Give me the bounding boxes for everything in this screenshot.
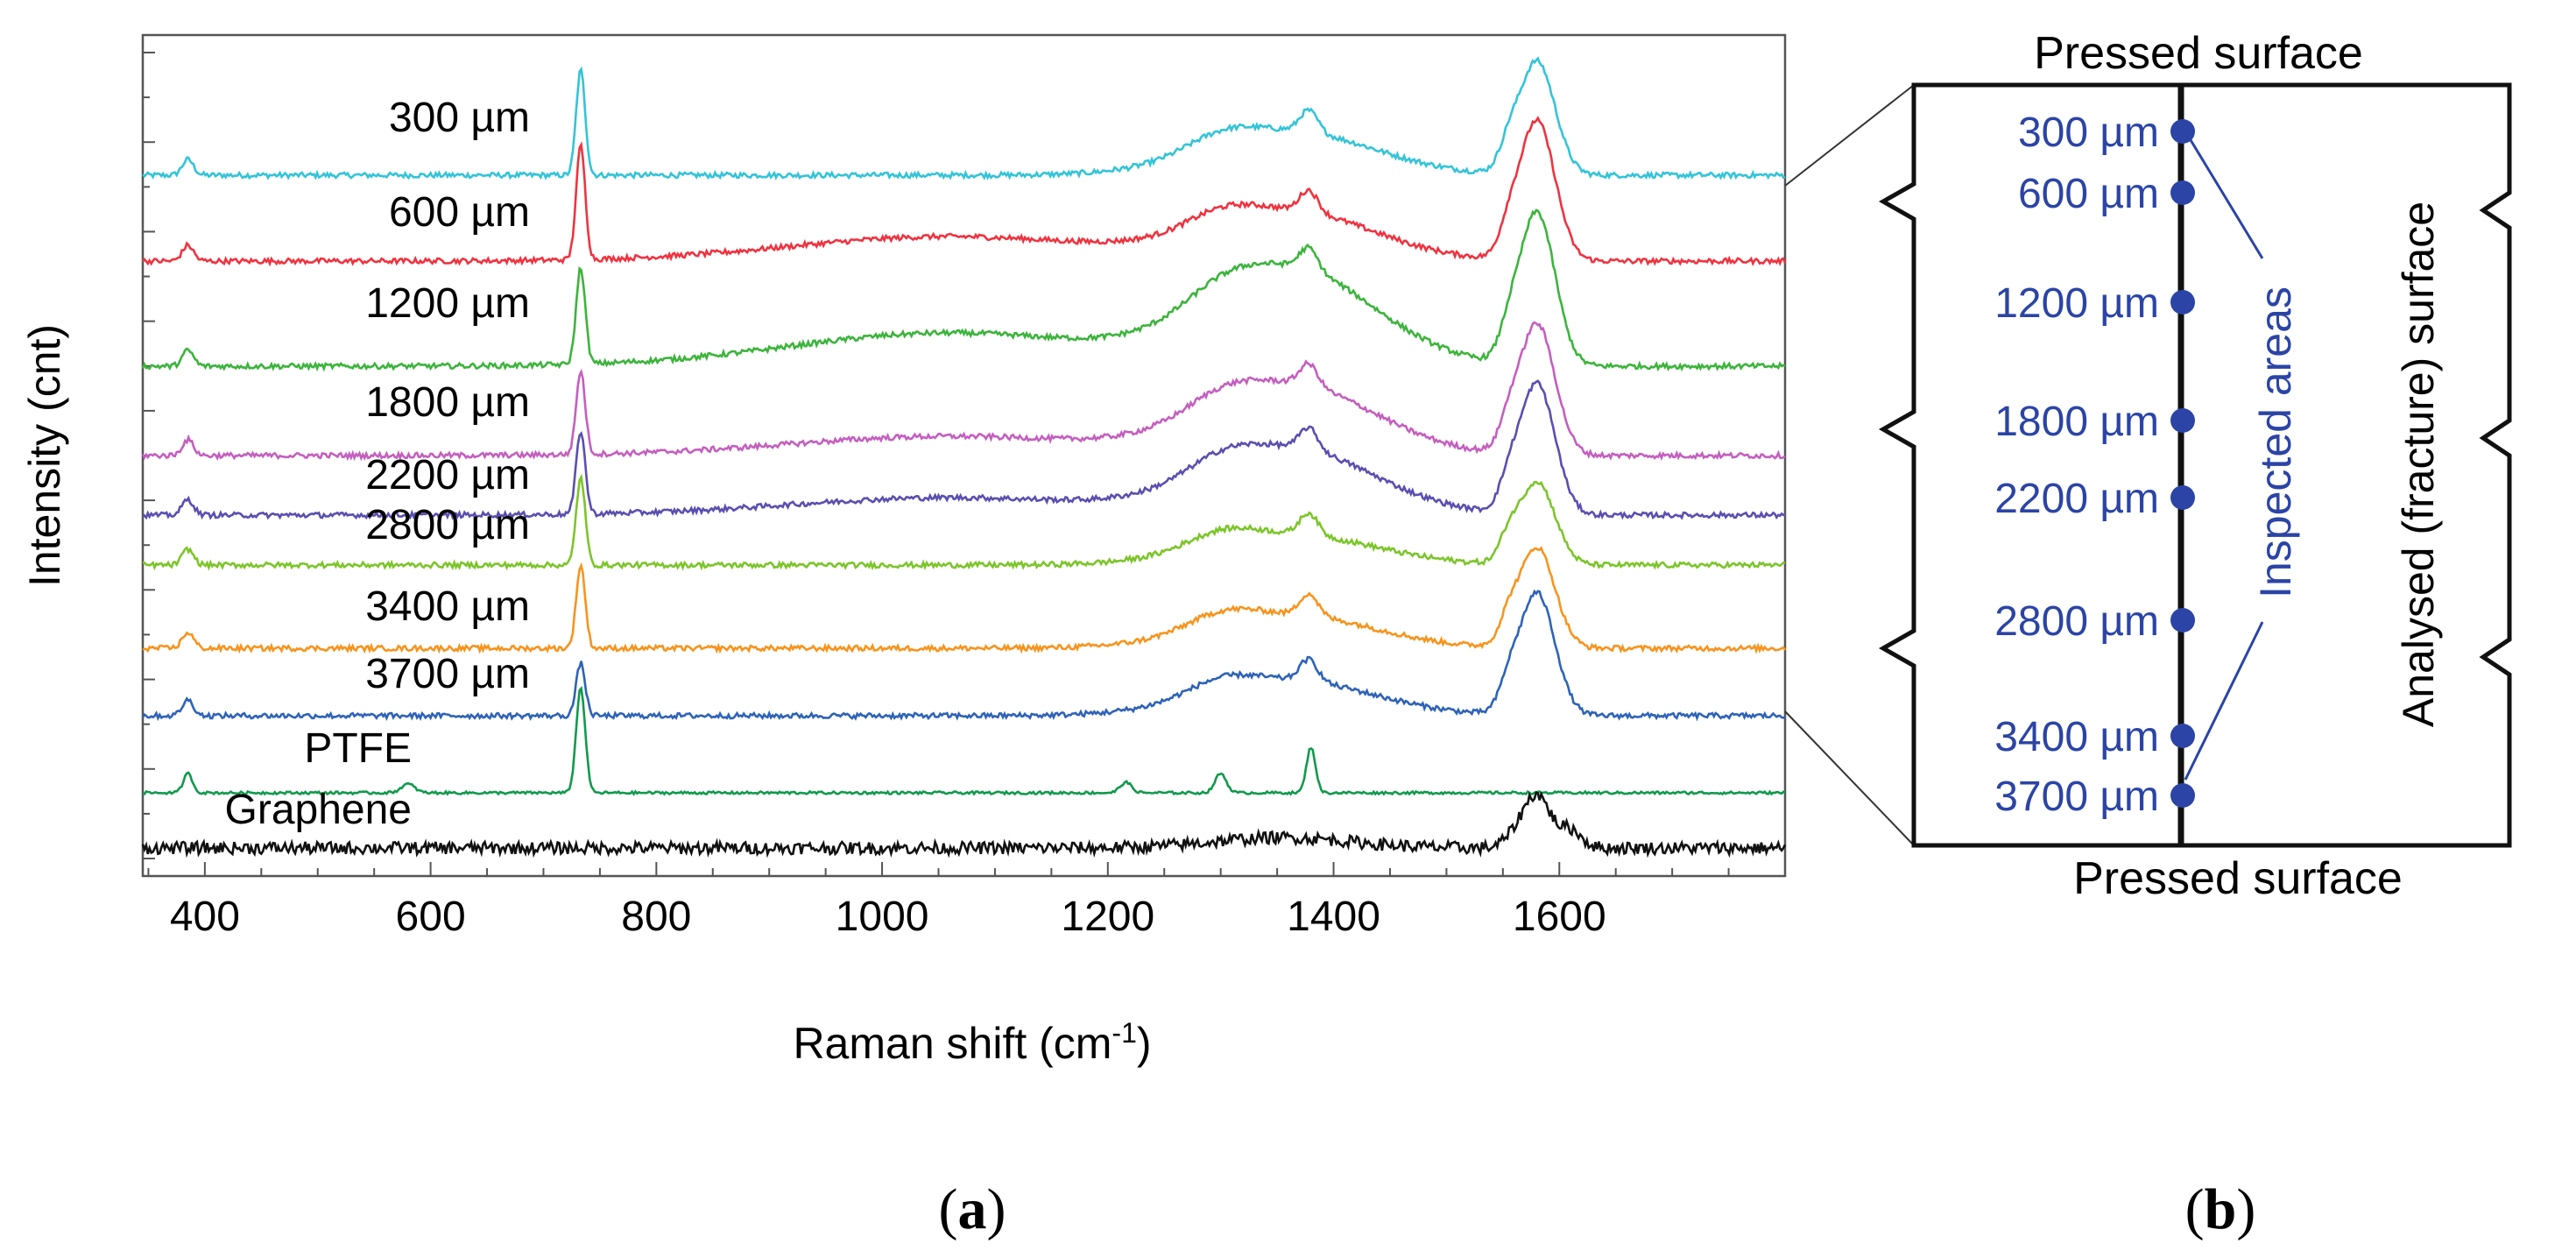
- series-label: 3700 µm: [365, 651, 530, 697]
- side-label-analysed-surface: Analysed (fracture) surface: [2394, 201, 2443, 727]
- series-label: 600 µm: [389, 189, 530, 236]
- inspection-points: 300 µm 600 µm 1200 µm 1800 µm 2200 µm 2800 µm…: [1994, 110, 2195, 820]
- inspection-point: [2170, 180, 2195, 205]
- x-tick-label: 600: [396, 894, 466, 940]
- series-line-3400-m: [142, 546, 1787, 654]
- x-tick-label: 400: [170, 894, 240, 940]
- x-axis-label: Raman shift (cm-1): [793, 1017, 1151, 1068]
- series-label: 1200 µm: [365, 280, 530, 327]
- inspection-point: [2170, 408, 2195, 433]
- panel-a-raman-chart: 400 600 800 1000 1200 1400 1600 300 µm 600 µm 12…: [20, 33, 1787, 1241]
- inspection-point-label: 2800 µm: [1994, 598, 2159, 645]
- bottom-label-pressed-surface: Pressed surface: [2073, 853, 2403, 904]
- series-label: 300 µm: [389, 95, 530, 141]
- series-line-600-m: [141, 116, 1787, 267]
- series-line-2200-m: [142, 379, 1786, 520]
- x-axis-ticks: 400 600 800 1000 1200 1400 1600: [147, 862, 1786, 940]
- x-tick-label: 1400: [1287, 894, 1380, 940]
- x-tick-label: 1000: [836, 894, 929, 940]
- inspection-point-label: 2200 µm: [1994, 476, 2159, 522]
- annotation-line-upper: [2184, 131, 2264, 259]
- annotation-inspected-areas: Inspected areas: [2251, 286, 2300, 598]
- spectra-lines: [141, 56, 1787, 859]
- inspection-point-label: 300 µm: [2018, 110, 2159, 156]
- x-tick-label: 1200: [1061, 894, 1154, 940]
- series-line-3700-m: [141, 589, 1786, 722]
- inspection-point-label: 1200 µm: [1994, 280, 2159, 327]
- inspection-point-label: 1800 µm: [1994, 399, 2159, 445]
- inspection-point: [2170, 485, 2195, 510]
- inspection-point-label: 3700 µm: [1994, 774, 2159, 820]
- series-line-ptfe: [142, 686, 1786, 796]
- series-line-1800-m: [141, 321, 1786, 462]
- series-label: PTFE: [304, 725, 412, 772]
- inspection-point: [2170, 783, 2195, 808]
- inspection-point: [2170, 724, 2195, 748]
- y-axis-label: Intensity (cnt): [20, 324, 69, 587]
- connector-bottom: [1784, 710, 1915, 846]
- series-line-300-m: [142, 56, 1786, 180]
- x-tick-label: 1600: [1513, 894, 1606, 940]
- inspection-point-label: 600 µm: [2018, 171, 2159, 217]
- series-label: 2200 µm: [365, 452, 530, 498]
- top-label-pressed-surface: Pressed surface: [2034, 28, 2363, 79]
- connector-top: [1784, 84, 1915, 187]
- x-tick-label: 800: [621, 894, 691, 940]
- inspection-point: [2170, 290, 2195, 314]
- series-line-2800-m: [142, 473, 1786, 571]
- sample-outline: [1878, 82, 2512, 848]
- inspection-point-label: 3400 µm: [1994, 714, 2159, 760]
- caption-a: (a): [939, 1177, 1006, 1241]
- series-label: 3400 µm: [365, 583, 530, 630]
- inspection-point: [2170, 608, 2195, 633]
- series-label: Graphene: [225, 787, 413, 833]
- series-line-1200-m: [141, 208, 1786, 372]
- series-label: 1800 µm: [365, 379, 530, 426]
- panel-b-sample-diagram: 300 µm 600 µm 1200 µm 1800 µm 2200 µm 2800 µm…: [1878, 28, 2512, 1241]
- caption-b: (b): [2185, 1177, 2256, 1241]
- annotation-line-lower: [2184, 621, 2264, 781]
- series-label: 2800 µm: [365, 502, 530, 548]
- series-line-graphene: [141, 790, 1787, 859]
